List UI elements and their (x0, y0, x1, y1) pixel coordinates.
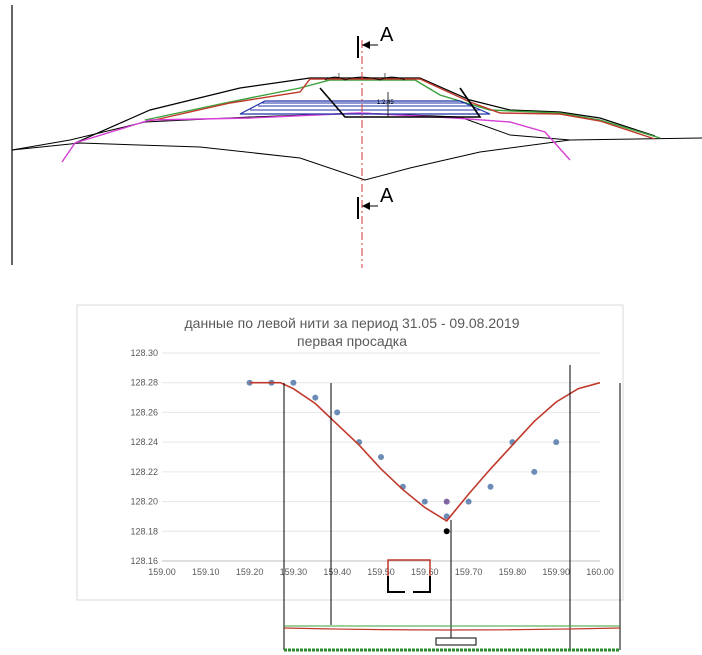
zoom-bracket (387, 559, 431, 593)
data-point (290, 379, 297, 386)
chart-grid (162, 352, 600, 562)
data-point (465, 498, 472, 505)
x-tick-label: 159.80 (499, 567, 527, 577)
x-tick-label: 159.10 (192, 567, 220, 577)
embankment-outline (74, 77, 656, 144)
x-tick-label: 159.90 (542, 567, 570, 577)
data-point (312, 394, 319, 401)
trend-line (249, 381, 601, 522)
rail-top: I I (324, 73, 406, 81)
section-marker-bottom: A (357, 185, 394, 219)
y-tick-label: 128.28 (130, 378, 158, 388)
section-label-top: A (380, 24, 394, 46)
data-point (487, 483, 494, 490)
svg-text:I: I (384, 73, 386, 80)
section-label-bottom: A (380, 185, 394, 207)
x-tick-label: 159.30 (280, 567, 308, 577)
x-tick-label: 159.00 (148, 567, 176, 577)
y-tick-label: 128.16 (130, 556, 158, 566)
x-tick-label: 159.70 (455, 567, 483, 577)
y-tick-label: 128.30 (130, 348, 158, 358)
ballast-layers (239, 100, 491, 115)
y-tick-label: 128.18 (130, 526, 158, 536)
chart-title: данные по левой нити за период 31.05 - 0… (185, 315, 520, 331)
cross-section-drawing: I I 1:2,45 A A (11, 5, 702, 268)
annotation-lines (283, 365, 621, 650)
x-tick-label: 159.40 (323, 567, 351, 577)
x-tick-label: 159.50 (367, 567, 395, 577)
chart-subtitle: первая просадка (297, 333, 407, 349)
bottom-profile-strip (283, 625, 621, 652)
green-profile-line (144, 79, 661, 139)
section-marker-top: A (357, 24, 394, 58)
chart-series (246, 379, 601, 535)
y-tick-label: 128.20 (130, 497, 158, 507)
data-point (334, 409, 341, 416)
data-point (421, 498, 428, 505)
red-design-line (149, 78, 656, 140)
x-axis-ticks: 159.00 159.10 159.20 159.30 159.40 159.50 159.… (148, 567, 614, 577)
magenta-line (61, 112, 571, 163)
slope-note: 1:2,45 (377, 100, 394, 106)
data-point (531, 468, 538, 475)
x-tick-label: 159.60 (411, 567, 439, 577)
y-tick-label: 128.26 (130, 407, 158, 417)
data-point (553, 439, 560, 446)
x-tick-label: 159.20 (236, 567, 264, 577)
data-point (443, 498, 450, 505)
data-point (378, 454, 384, 460)
y-axis-ticks: 128.16 128.18 128.20 128.22 128.24 128.26 128.… (130, 348, 158, 566)
x-tick-label: 160.00 (586, 567, 614, 577)
y-tick-label: 128.24 (130, 437, 158, 447)
core-outline (319, 87, 482, 118)
y-tick-label: 128.22 (130, 467, 158, 477)
chart-area (76, 304, 624, 601)
foundation-line (11, 139, 571, 181)
data-point (443, 528, 450, 535)
svg-text:I: I (338, 73, 340, 80)
